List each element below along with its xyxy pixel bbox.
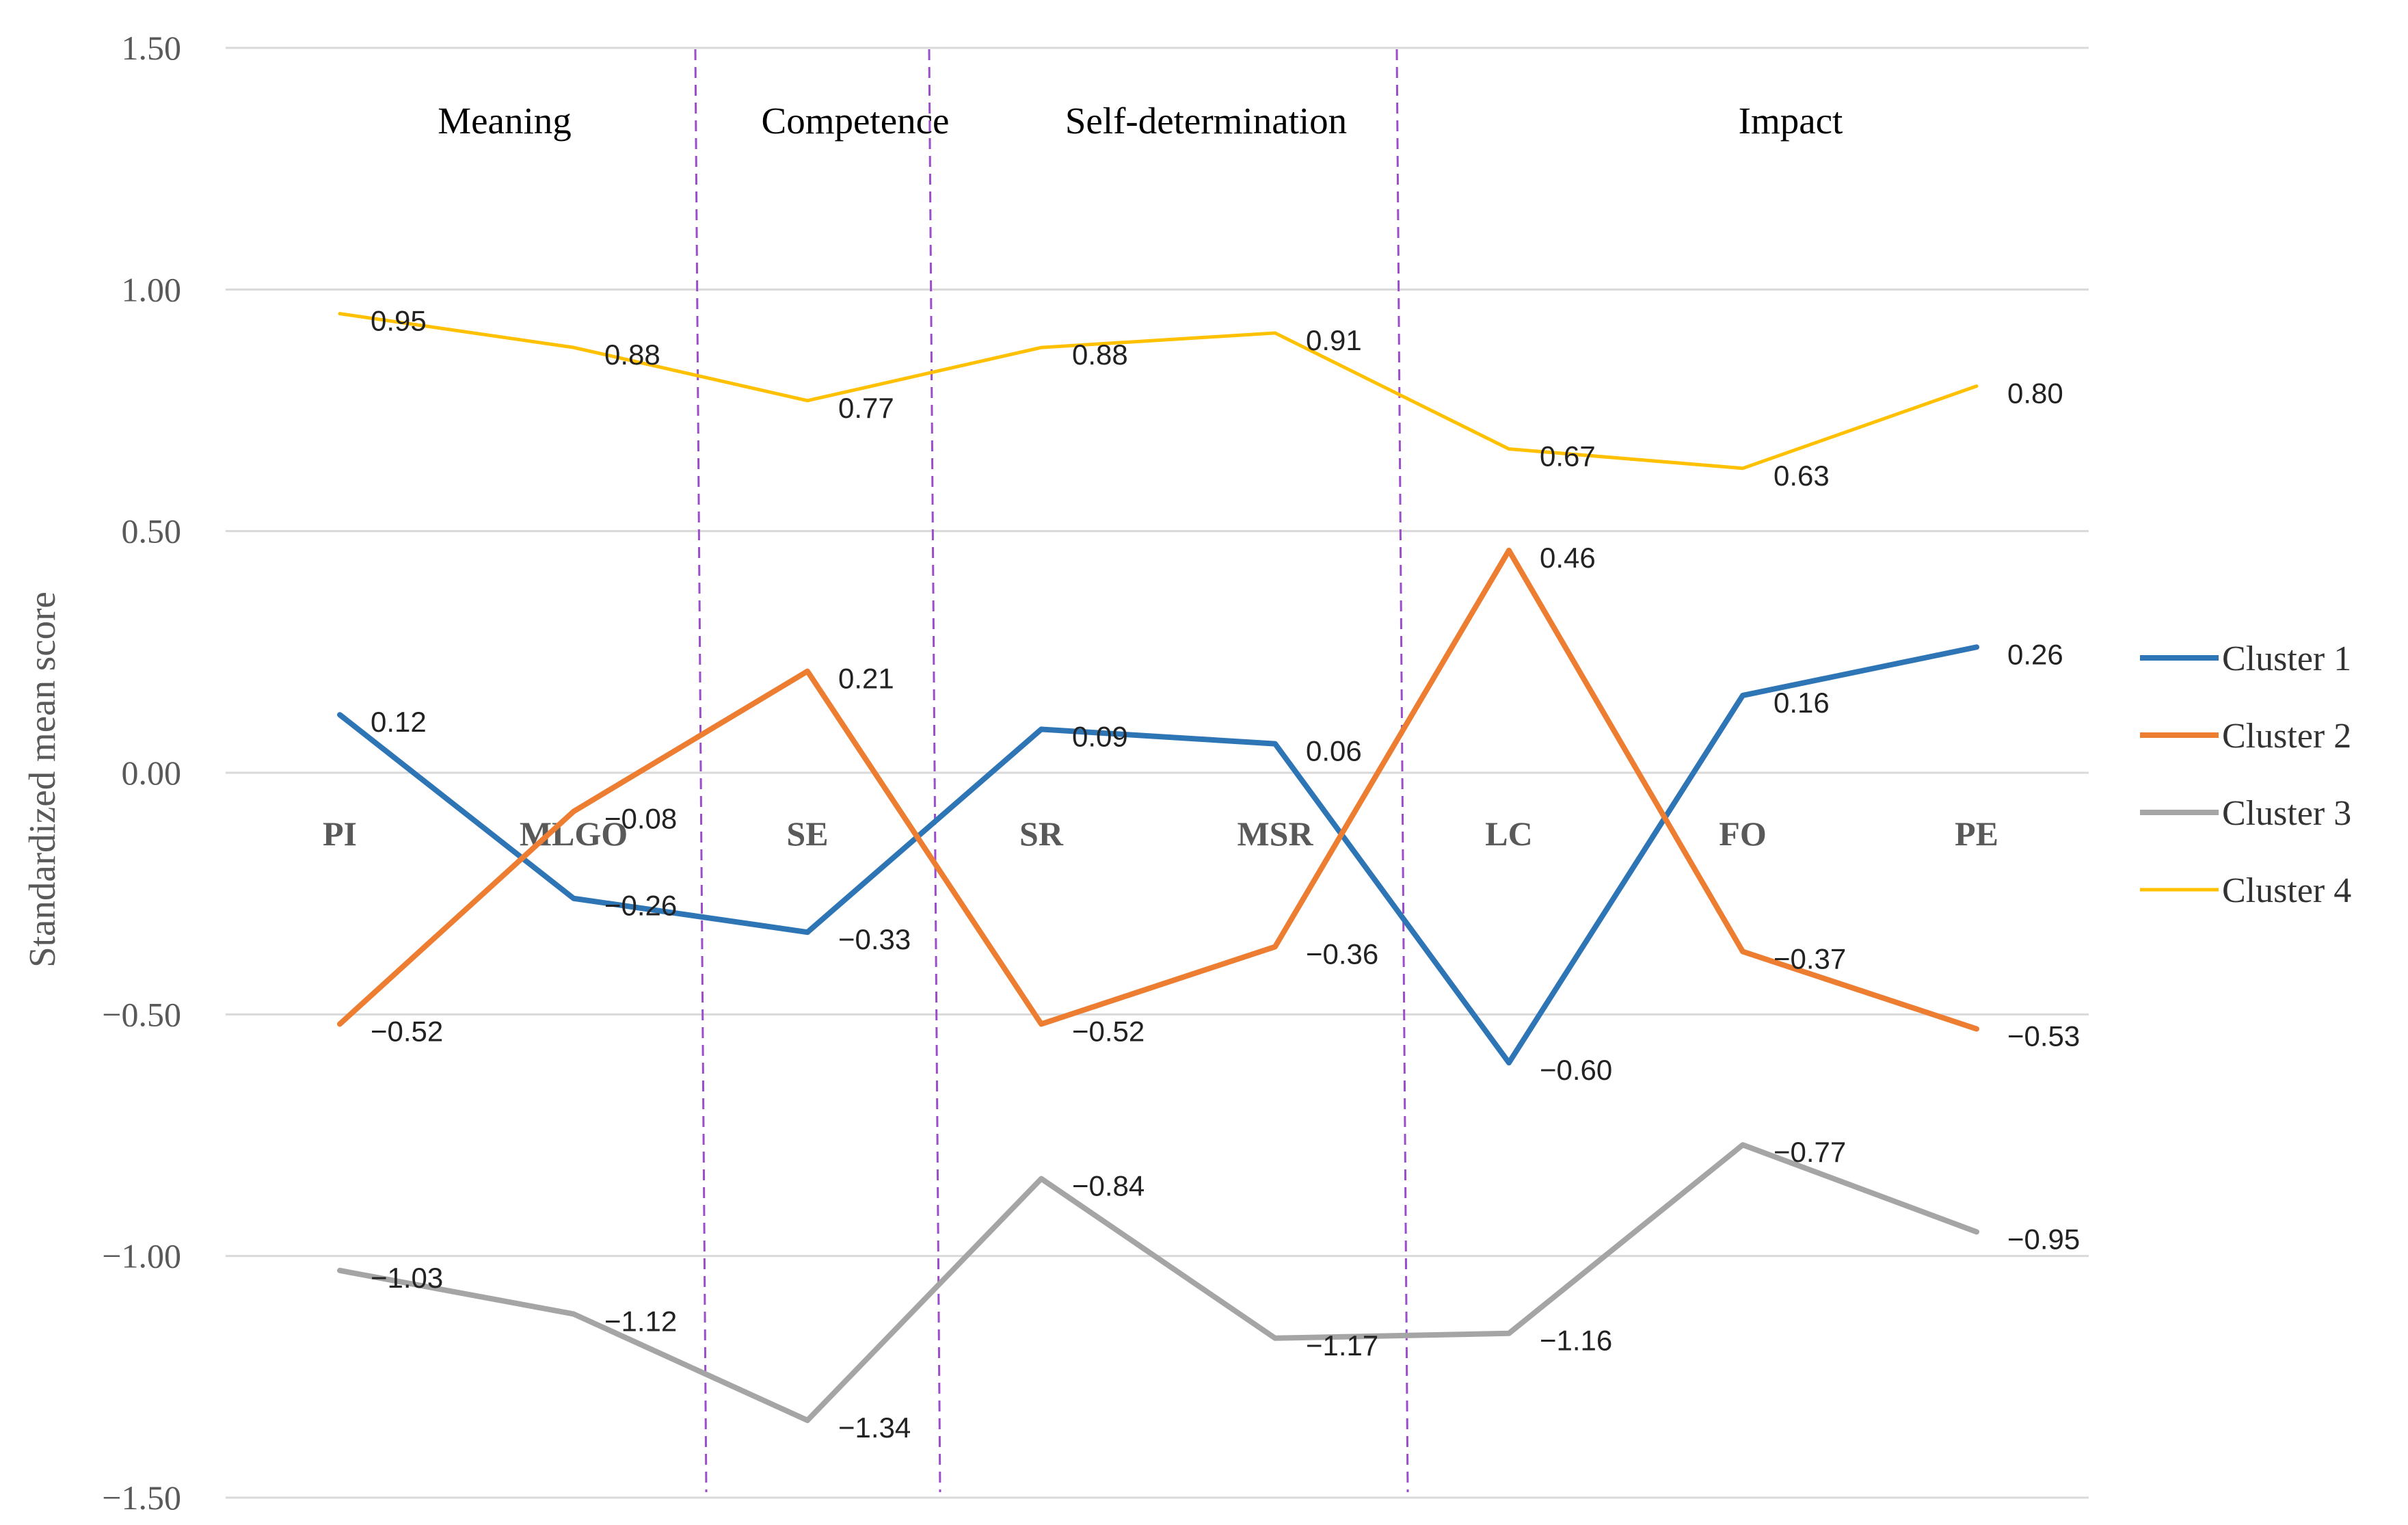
- y-tick-label: −1.00: [102, 1237, 181, 1275]
- y-tick-label: 1.00: [122, 270, 182, 308]
- category-label: MSR: [1237, 814, 1313, 853]
- data-label: 0.95: [371, 305, 427, 337]
- legend-label: Cluster 3: [2222, 794, 2351, 833]
- data-label: −0.37: [1774, 942, 1846, 974]
- series-line: [337, 644, 1979, 1065]
- data-label: −0.52: [371, 1015, 443, 1047]
- legend: Cluster 1 Cluster 2 Cluster 3 Cluster 4: [2140, 639, 2351, 910]
- legend-label: Cluster 1: [2222, 639, 2351, 678]
- y-axis-ticks: 1.50 1.00 0.50 0.00 −0.50 −1.00 −1.50: [102, 29, 181, 1517]
- dimension-label: Impact: [1739, 100, 1843, 142]
- series-line: [337, 547, 1979, 1032]
- data-label: 0.12: [371, 706, 427, 738]
- data-label: −1.16: [1540, 1325, 1612, 1357]
- series-line: [338, 312, 1979, 470]
- data-label: 0.77: [838, 392, 894, 424]
- data-label: 0.63: [1774, 460, 1830, 492]
- data-label: −1.34: [838, 1411, 911, 1444]
- data-label: 0.16: [1774, 687, 1830, 719]
- data-label: 0.88: [1072, 339, 1128, 371]
- data-label: −0.52: [1072, 1015, 1145, 1047]
- data-label: −0.53: [2007, 1020, 2080, 1052]
- data-label: 0.67: [1540, 440, 1596, 473]
- data-label: −0.08: [604, 803, 677, 835]
- category-labels: PI MLGO SE SR MSR LC FO PE: [323, 814, 1998, 853]
- data-label: −0.84: [1072, 1170, 1145, 1202]
- dimension-labels: Meaning Competence Self-determination Impac…: [438, 100, 1843, 142]
- y-tick-label: 0.00: [122, 754, 182, 792]
- data-label: 0.26: [2007, 638, 2063, 670]
- y-tick-label: 0.50: [122, 512, 182, 551]
- data-label: −1.12: [604, 1305, 677, 1337]
- data-label: −1.03: [371, 1262, 443, 1294]
- dimension-label: Meaning: [438, 100, 572, 142]
- legend-label: Cluster 4: [2222, 871, 2351, 910]
- series-lines: [337, 312, 1979, 1423]
- data-label: −0.77: [1774, 1136, 1846, 1168]
- category-label: SR: [1019, 814, 1064, 853]
- data-label: 0.06: [1306, 735, 1362, 767]
- category-label: PI: [323, 814, 357, 853]
- dimension-separator: [694, 49, 708, 1493]
- category-label: FO: [1719, 814, 1766, 853]
- y-tick-label: −1.50: [102, 1478, 181, 1517]
- legend-label: Cluster 2: [2222, 717, 2351, 756]
- series-line: [337, 1142, 1979, 1423]
- y-axis-label: Standardized mean score: [21, 592, 63, 968]
- data-labels: 0.12 −0.26 −0.33 0.09 0.06 −0.60 0.16 0.26 −0.52…: [371, 305, 2080, 1444]
- data-label: −0.36: [1306, 938, 1378, 970]
- dimension-separators: [694, 49, 1409, 1493]
- data-label: 0.46: [1540, 542, 1596, 574]
- category-label: PE: [1955, 814, 1998, 853]
- data-label: 0.88: [604, 339, 660, 371]
- dimension-separator: [1395, 49, 1409, 1493]
- grid: [226, 47, 2089, 1499]
- data-label: 0.80: [2007, 377, 2063, 410]
- data-label: 0.21: [838, 663, 894, 695]
- data-label: 0.09: [1072, 720, 1128, 752]
- dimension-label: Competence: [762, 100, 950, 142]
- data-label: −1.17: [1306, 1329, 1378, 1362]
- category-label: SE: [786, 814, 828, 853]
- dimension-label: Self-determination: [1065, 100, 1347, 142]
- y-tick-label: 1.50: [122, 29, 182, 67]
- data-label: −0.26: [604, 890, 677, 922]
- y-tick-label: −0.50: [102, 995, 181, 1033]
- data-label: −0.60: [1540, 1054, 1612, 1086]
- category-label: LC: [1485, 814, 1532, 853]
- data-label: 0.91: [1306, 324, 1362, 356]
- data-label: −0.33: [838, 923, 911, 955]
- dimension-separator: [928, 49, 941, 1493]
- data-label: −0.95: [2007, 1223, 2080, 1255]
